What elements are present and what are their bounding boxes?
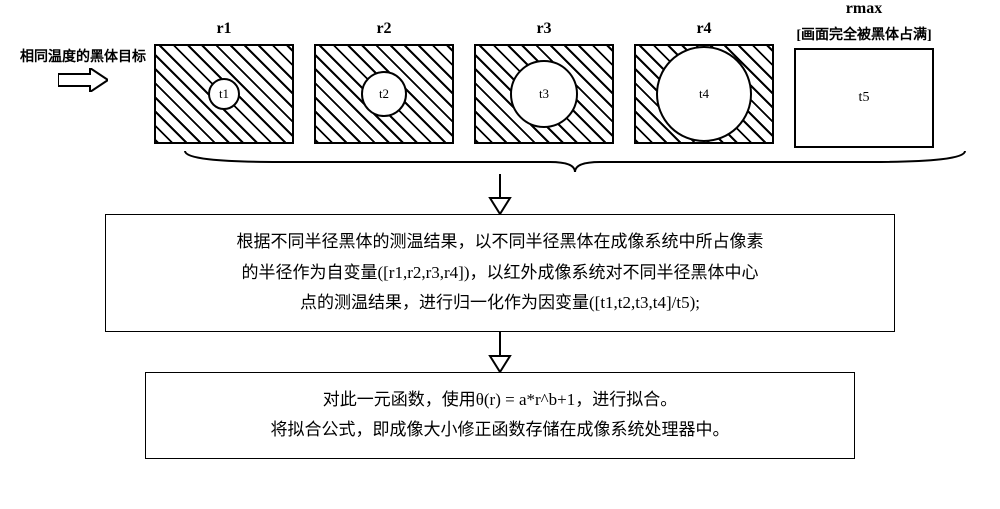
panel-col-4: r4 t4 — [634, 20, 774, 148]
blackbody-circle: t4 — [656, 46, 752, 142]
input-arrow-block: 相同温度的黑体目标 — [20, 46, 146, 92]
down-arrow-icon — [486, 174, 514, 214]
panel: t1 — [154, 44, 294, 144]
step1-line3: 点的测温结果，进行归一化作为因变量([t1,t2,t3,t4]/t5); — [120, 288, 880, 319]
panel-label: r3 — [536, 20, 551, 40]
panel-full: t5 — [794, 48, 934, 148]
curly-brace — [180, 148, 970, 174]
panel-sublabel: [画面完全被黑体占满] — [796, 24, 931, 44]
panel-col-3: r3 t3 — [474, 20, 614, 148]
panels-row: r1 t1 r2 t2 r3 — [154, 20, 934, 148]
panel-center-label: t5 — [859, 90, 870, 106]
step-box-2: 对此一元函数，使用θ(r) = a*r^b+1，进行拟合。 将拟合公式，即成像大… — [145, 372, 855, 459]
blackbody-circle: t1 — [208, 78, 240, 110]
step2-line1: 对此一元函数，使用θ(r) = a*r^b+1，进行拟合。 — [160, 385, 840, 416]
down-arrow-icon — [486, 332, 514, 372]
circle-label: t4 — [699, 86, 709, 102]
circle-label: t3 — [539, 86, 549, 102]
panel-col-5: rmax [画面完全被黑体占满] t5 — [794, 0, 934, 148]
step2-line2: 将拟合公式，即成像大小修正函数存储在成像系统处理器中。 — [160, 415, 840, 446]
block-arrow-icon — [58, 68, 108, 92]
panel: t2 — [314, 44, 454, 144]
step1-line1: 根据不同半径黑体的测温结果，以不同半径黑体在成像系统中所占像素 — [120, 227, 880, 258]
circle-label: t1 — [219, 86, 229, 102]
step1-line2: 的半径作为自变量([r1,r2,r3,r4])，以红外成像系统对不同半径黑体中心 — [120, 258, 880, 289]
step-box-1: 根据不同半径黑体的测温结果，以不同半径黑体在成像系统中所占像素 的半径作为自变量… — [105, 214, 895, 332]
circle-label: t2 — [379, 86, 389, 102]
top-row: 相同温度的黑体目标 r1 t1 r2 t2 — [20, 20, 980, 148]
blackbody-circle: t3 — [510, 60, 578, 128]
panel-label: rmax — [846, 0, 882, 20]
blackbody-circle: t2 — [361, 71, 407, 117]
panel-label: r1 — [216, 20, 231, 40]
panel-col-2: r2 t2 — [314, 20, 454, 148]
input-arrow-label: 相同温度的黑体目标 — [20, 46, 146, 66]
panel-label: r2 — [376, 20, 391, 40]
panel: t4 — [634, 44, 774, 144]
diagram-root: 相同温度的黑体目标 r1 t1 r2 t2 — [20, 20, 980, 459]
panel: t3 — [474, 44, 614, 144]
panel-col-1: r1 t1 — [154, 20, 294, 148]
panel-label: r4 — [696, 20, 711, 40]
